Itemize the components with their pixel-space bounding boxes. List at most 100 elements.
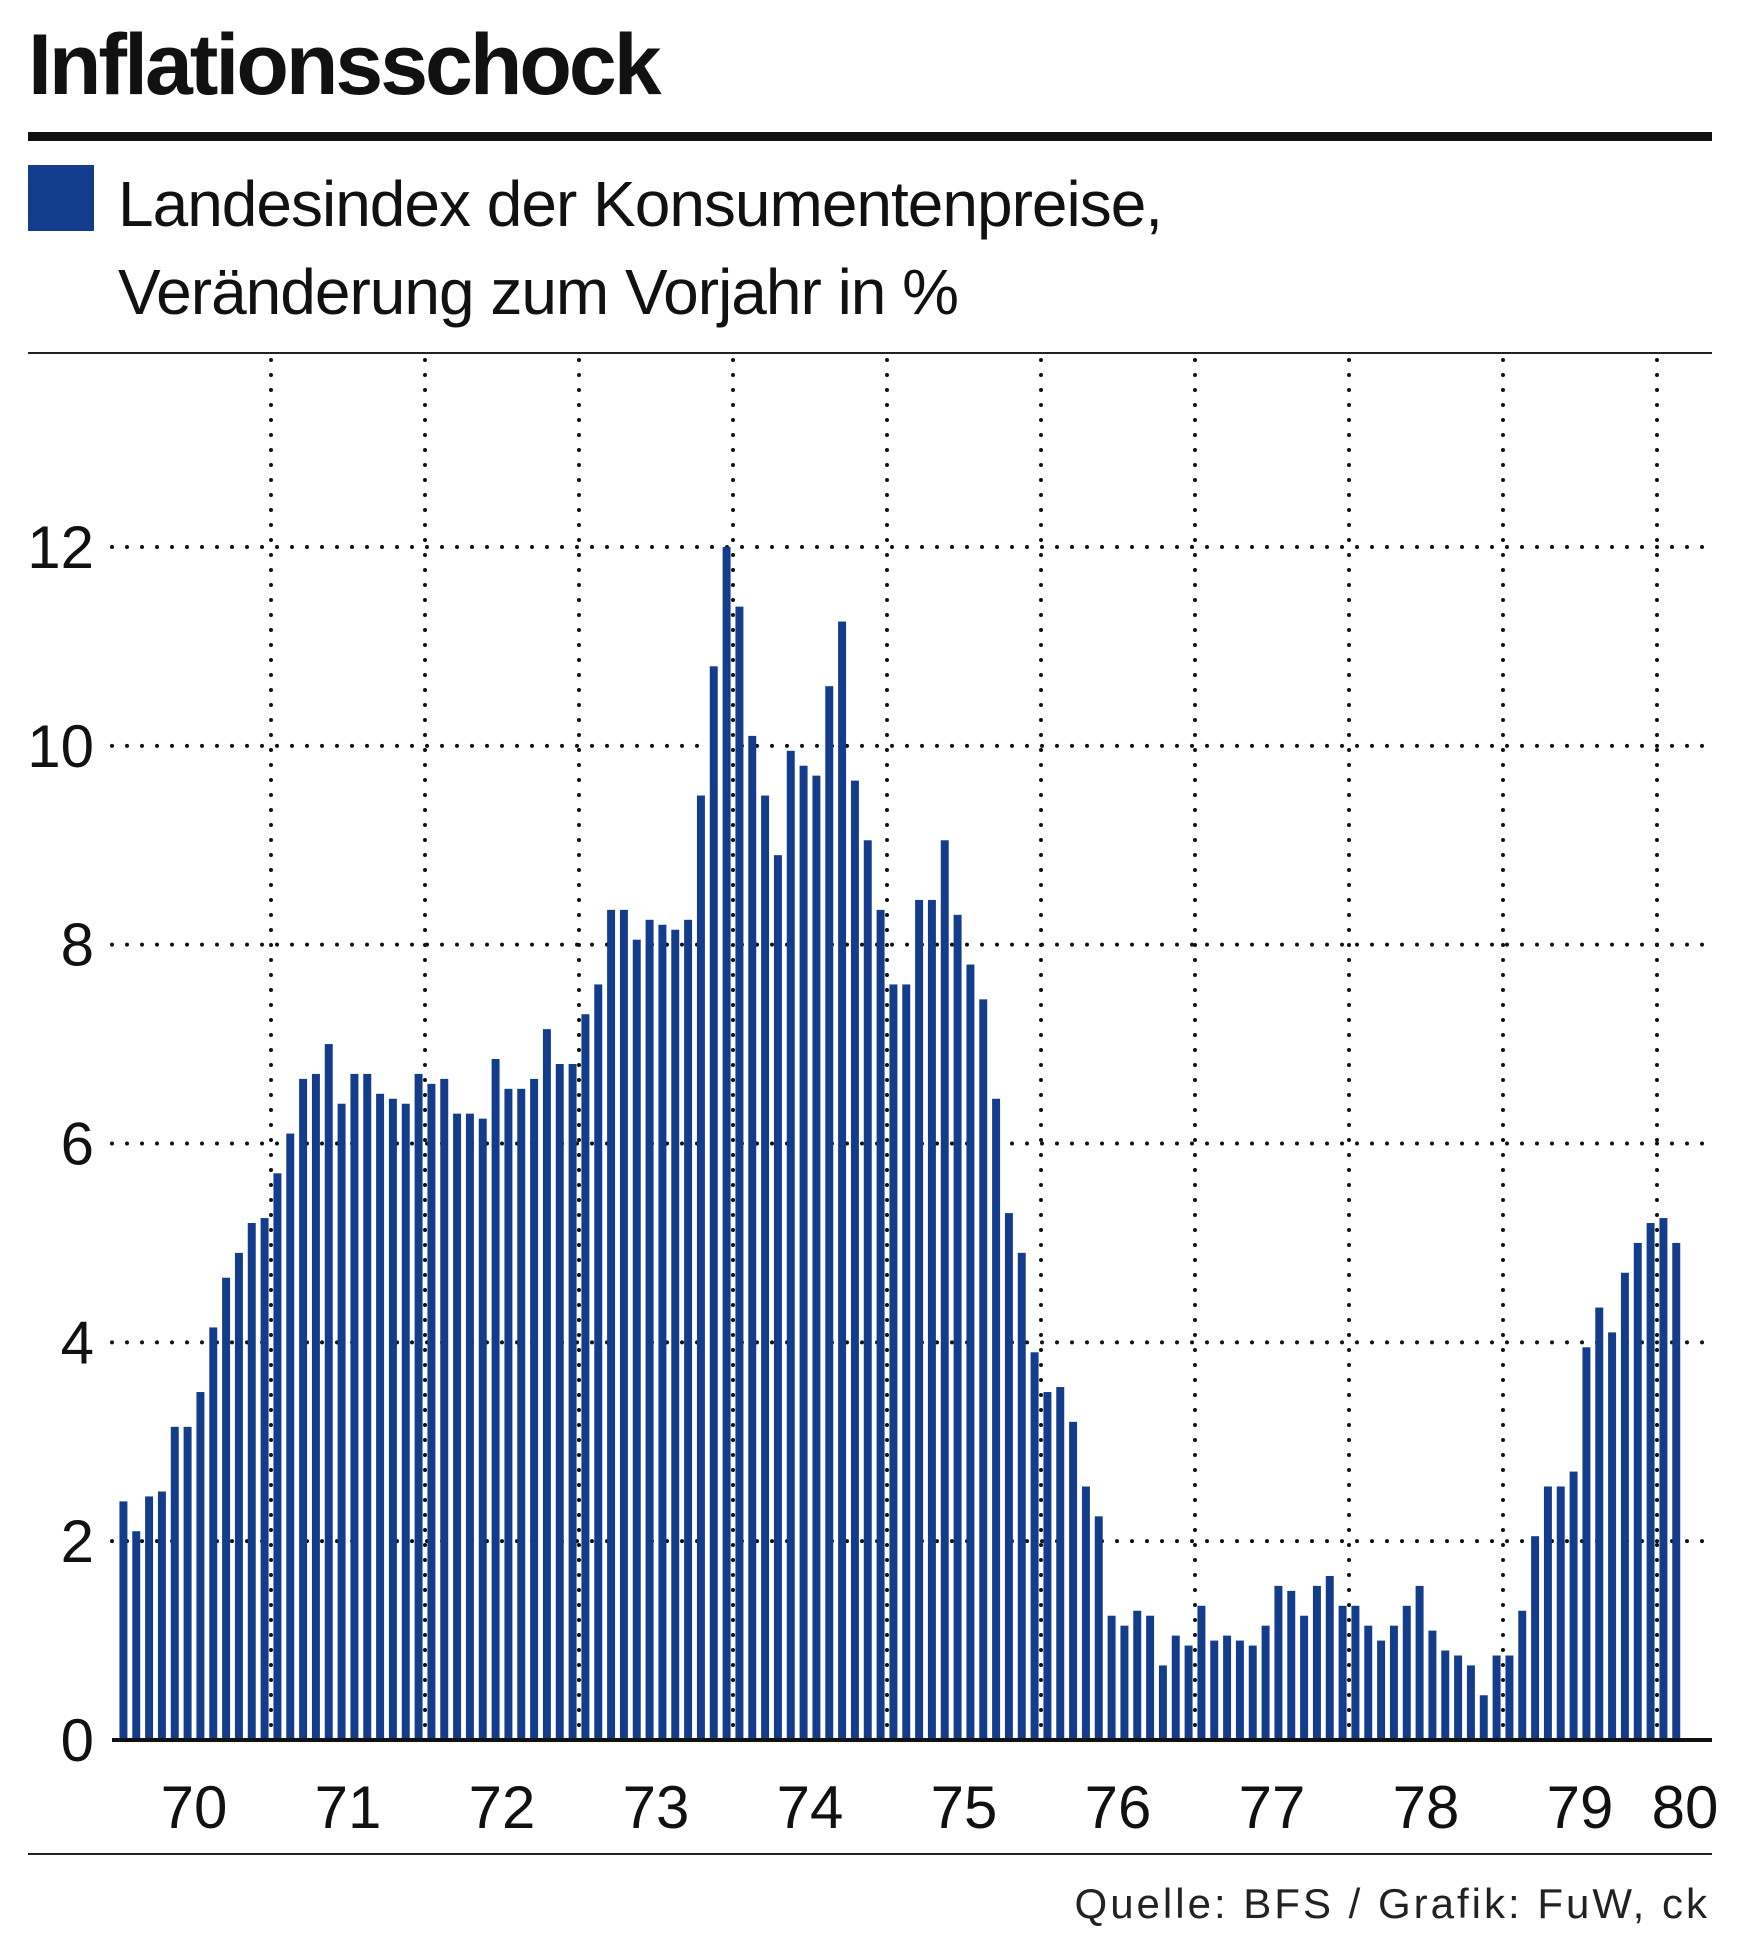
bar: [414, 1073, 423, 1740]
bar: [170, 1426, 179, 1740]
bar: [773, 855, 782, 1740]
legend-label: Landesindex der Konsumentenpreise, Verän…: [118, 160, 1163, 336]
bar: [1030, 1352, 1039, 1740]
bar: [273, 1173, 282, 1740]
bar: [1672, 1242, 1681, 1740]
bar: [1646, 1223, 1655, 1740]
bar: [1338, 1605, 1347, 1740]
bar: [863, 840, 872, 1740]
bar: [209, 1327, 218, 1740]
bar: [324, 1044, 333, 1740]
bar: [799, 765, 808, 1740]
bar: [992, 1098, 1001, 1740]
bar: [889, 984, 898, 1740]
bar: [1043, 1392, 1052, 1740]
bar: [119, 1501, 128, 1740]
bar: [247, 1223, 256, 1740]
bar: [1466, 1665, 1475, 1740]
bar: [1441, 1650, 1450, 1740]
bar: [1261, 1625, 1270, 1740]
bar: [825, 686, 834, 1741]
bar: [555, 1063, 564, 1740]
bar: [876, 909, 885, 1740]
bar: [234, 1252, 243, 1740]
x-tick-label: 78: [1393, 1774, 1460, 1841]
bar: [1287, 1590, 1296, 1741]
bar: [684, 919, 693, 1740]
title-rule: [28, 132, 1712, 141]
bar: [645, 919, 654, 1740]
bar: [453, 1113, 462, 1740]
y-tick-label: 6: [61, 1111, 94, 1178]
bar: [696, 795, 705, 1740]
bar: [1505, 1655, 1514, 1740]
chart-top-rule: [28, 352, 1712, 354]
bar: [1543, 1486, 1552, 1740]
bar: [1620, 1272, 1629, 1740]
bar: [594, 984, 603, 1740]
y-tick-label: 2: [61, 1508, 94, 1575]
bar: [183, 1426, 192, 1740]
bar: [196, 1392, 205, 1740]
bar: [902, 984, 911, 1740]
bar: [568, 1063, 577, 1740]
y-tick-label: 4: [61, 1309, 94, 1376]
bar: [607, 909, 616, 1740]
bar: [1210, 1640, 1219, 1740]
x-tick-label: 72: [469, 1774, 536, 1841]
bar: [1608, 1332, 1617, 1740]
bar: [632, 939, 641, 1740]
bar: [748, 735, 757, 1740]
bar: [786, 750, 795, 1740]
bar: [761, 795, 770, 1740]
legend-swatch: [28, 165, 94, 231]
bar: [401, 1103, 410, 1740]
bar: [1492, 1655, 1501, 1740]
bar: [1556, 1486, 1565, 1740]
bar: [491, 1059, 500, 1740]
bar: [1248, 1645, 1257, 1740]
x-tick-label: 70: [161, 1774, 228, 1841]
bar: [1274, 1585, 1283, 1740]
bar: [1659, 1218, 1668, 1740]
bar: [286, 1133, 295, 1740]
bar: [1069, 1421, 1078, 1740]
bar: [1531, 1536, 1540, 1740]
bar: [940, 840, 949, 1740]
bar: [1428, 1630, 1437, 1740]
bar: [850, 780, 859, 1740]
bar: [581, 1014, 590, 1740]
bar: [1146, 1615, 1155, 1740]
bar: [145, 1496, 154, 1740]
bar: [1364, 1625, 1373, 1740]
y-tick-label: 0: [61, 1707, 94, 1774]
bar: [1004, 1213, 1013, 1740]
bar: [1389, 1625, 1398, 1740]
bar: [1415, 1585, 1424, 1740]
bar: [1377, 1640, 1386, 1740]
bar: [1056, 1387, 1065, 1740]
x-tick-label: 73: [623, 1774, 690, 1841]
bar: [966, 964, 975, 1740]
bar: [363, 1073, 372, 1740]
bar: [1518, 1610, 1527, 1740]
bar: [517, 1088, 526, 1740]
bar: [260, 1218, 269, 1740]
bar: [927, 899, 936, 1740]
bar: [953, 914, 962, 1740]
chart-title: Inflationsschock: [28, 17, 662, 113]
bar: [1120, 1625, 1129, 1740]
bar: [157, 1491, 166, 1740]
bar: [735, 606, 744, 1740]
bar: [388, 1098, 397, 1740]
legend-line-1: Landesindex der Konsumentenpreise,: [118, 168, 1163, 240]
x-tick-label: 80: [1652, 1774, 1719, 1841]
bar: [337, 1103, 346, 1740]
bar: [1300, 1615, 1309, 1740]
y-tick-label: 8: [61, 912, 94, 979]
bar: [1312, 1585, 1321, 1740]
legend-line-2: Veränderung zum Vorjahr in %: [118, 256, 959, 328]
x-tick-label: 71: [315, 1774, 382, 1841]
bar: [1133, 1610, 1142, 1740]
